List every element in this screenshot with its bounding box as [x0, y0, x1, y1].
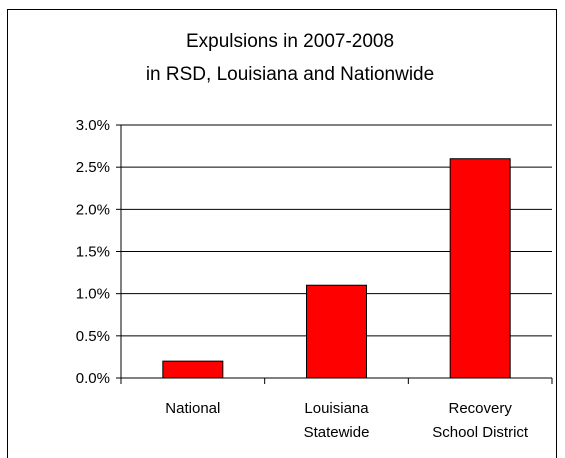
bar-2	[449, 158, 511, 379]
x-category-label-2-line-0: Recovery	[448, 400, 512, 417]
x-category-label-1-line-1: Statewide	[304, 424, 370, 441]
y-tick-label-0: 0.0%	[76, 370, 110, 387]
y-tick-label-1: 0.5%	[76, 328, 110, 345]
y-tick-label-4: 2.0%	[76, 201, 110, 218]
x-category-labels: National Louisiana Statewide Recovery School…	[165, 400, 529, 441]
bars	[162, 158, 511, 379]
x-category-label-1-line-0: Louisiana	[304, 400, 369, 417]
x-category-label-0-line-0: National	[165, 400, 220, 417]
y-tick-label-5: 2.5%	[76, 159, 110, 176]
x-category-label-2-line-1: School District	[432, 424, 529, 441]
y-tick-label-3: 1.5%	[76, 244, 110, 261]
bar-1	[306, 284, 367, 379]
y-tick-label-6: 3.0%	[76, 117, 110, 134]
y-tick-label-2: 1.0%	[76, 286, 110, 303]
bar-0	[162, 360, 224, 379]
chart-title: Expulsions in 2007-2008 in RSD, Louisiana…	[146, 31, 434, 85]
chart-title-line-1: Expulsions in 2007-2008	[186, 31, 394, 52]
y-tick-labels: 0.0% 0.5% 1.0% 1.5% 2.0% 2.5% 3.0%	[76, 117, 110, 387]
chart-title-line-2: in RSD, Louisiana and Nationwide	[146, 64, 434, 85]
